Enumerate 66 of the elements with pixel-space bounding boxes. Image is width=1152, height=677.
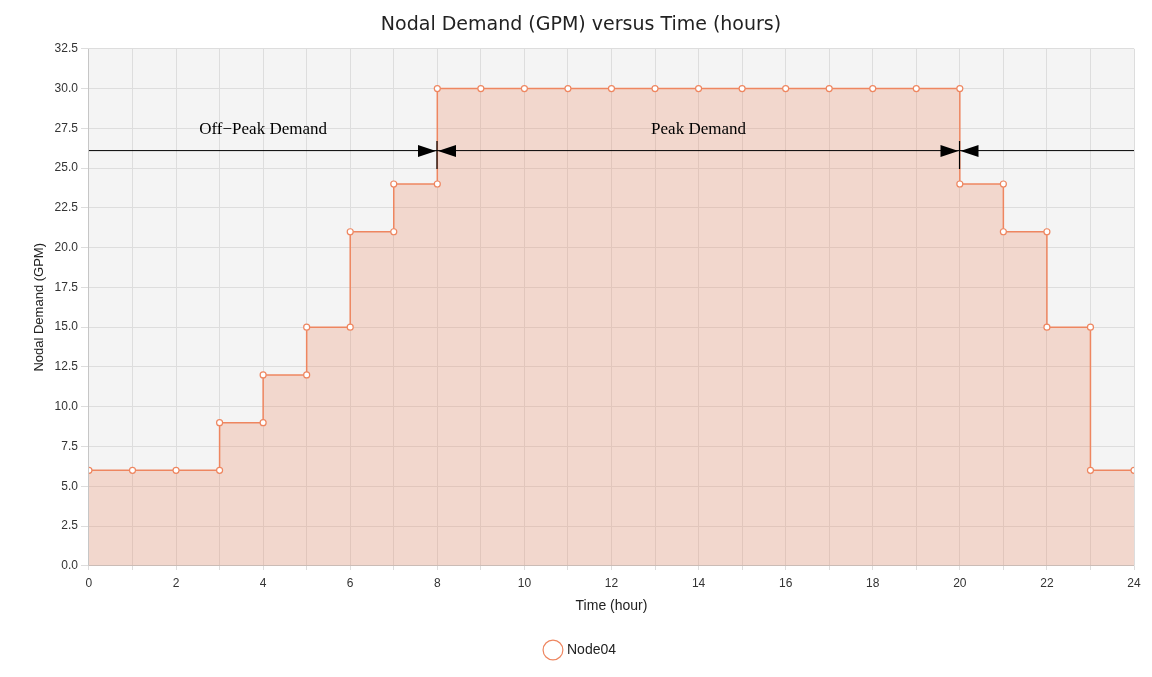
- y-axis-title: Nodal Demand (GPM): [31, 243, 47, 372]
- y-tick-label: 22.5: [54, 200, 79, 215]
- x-tick-label: 0: [85, 576, 93, 591]
- point: [259, 419, 267, 427]
- y-tick-label: 5.0: [61, 478, 79, 493]
- y-tick-label: 0.0: [61, 558, 79, 573]
- point: [520, 84, 528, 93]
- x-tick-label: 8: [433, 576, 441, 591]
- point: [477, 84, 485, 93]
- point: [869, 84, 877, 93]
- x-tick-label: 16: [778, 576, 793, 591]
- y-tick-label: 30.0: [54, 80, 79, 95]
- x-tick-label: 20: [953, 576, 967, 591]
- point: [433, 84, 441, 93]
- x-axis-title: Time (hour): [575, 597, 648, 614]
- x-tick-label: 22: [1040, 576, 1054, 591]
- annotation: Off−Peak Demand: [198, 118, 328, 139]
- point: [956, 84, 964, 93]
- x-tick-label: 12: [604, 576, 619, 591]
- x-tick-label: 2: [172, 576, 180, 591]
- point: [564, 84, 572, 93]
- point: [1086, 323, 1095, 331]
- point: [303, 371, 311, 379]
- legend-label: Node04: [566, 640, 617, 657]
- point: [912, 84, 920, 93]
- y-tick-label: 12.5: [54, 359, 79, 374]
- annotation: Peak Demand: [650, 118, 747, 139]
- point: [303, 323, 311, 331]
- y-tick-label: 25.0: [54, 160, 79, 175]
- point: [738, 84, 746, 93]
- y-tick-label: 20.0: [54, 239, 79, 254]
- y-tick-label: 17.5: [54, 279, 79, 294]
- point: [999, 228, 1007, 236]
- point: [433, 180, 441, 188]
- point: [607, 84, 616, 93]
- point: [999, 180, 1007, 188]
- point: [215, 419, 224, 427]
- point: [1043, 323, 1051, 331]
- x-tick-label: 18: [866, 576, 880, 591]
- point: [346, 228, 354, 236]
- point: [1043, 228, 1051, 236]
- point: [215, 466, 224, 474]
- point: [259, 371, 267, 379]
- point: [346, 323, 354, 331]
- point: [825, 84, 833, 93]
- point: [172, 466, 180, 474]
- point: [782, 84, 790, 93]
- y-tick-label: 27.5: [54, 120, 79, 135]
- y-tick-label: 2.5: [61, 518, 79, 533]
- point: [390, 180, 398, 188]
- x-tick-label: 4: [259, 576, 267, 591]
- x-tick-label: 14: [691, 576, 706, 591]
- point: [390, 228, 398, 236]
- point: [694, 84, 703, 93]
- y-tick-label: 7.5: [61, 438, 79, 453]
- y-tick-label: 10.0: [54, 399, 79, 414]
- point: [956, 180, 964, 188]
- y-tick-label: 15.0: [54, 319, 79, 334]
- x-tick-label: 10: [517, 576, 532, 591]
- x-tick-label: 6: [346, 576, 354, 591]
- y-tick-label: 32.5: [54, 41, 79, 56]
- point: [1086, 466, 1095, 474]
- x-tick-label: 24: [1127, 576, 1141, 591]
- chart-title: Nodal Demand (GPM) versus Time (hours): [380, 12, 782, 35]
- point: [651, 84, 659, 93]
- point: [128, 466, 137, 474]
